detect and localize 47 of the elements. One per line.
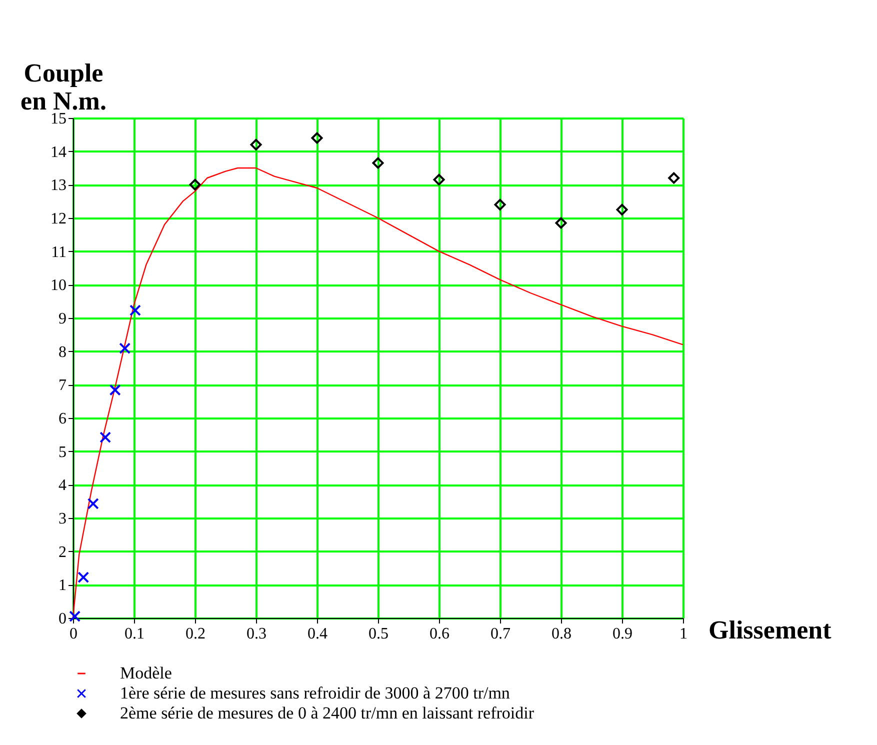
- x-tick-label: 0.5: [368, 626, 388, 642]
- y-tick-label: 9: [58, 310, 66, 328]
- point: [250, 138, 262, 150]
- x-tick-label: 0.1: [124, 626, 144, 642]
- x-tick-label: 0.3: [246, 626, 266, 642]
- y-tick-label: 13: [50, 177, 66, 194]
- legend-label: 1ère série de mesures sans refroidir de 3000 à 2700 tr/mn: [120, 684, 510, 702]
- point: [616, 204, 628, 216]
- y-tick-label: 2: [58, 544, 66, 561]
- y-tick-label: 3: [58, 510, 66, 528]
- point: [433, 174, 445, 186]
- x-tick-label: 0.9: [612, 626, 632, 642]
- y-tick-label: 5: [58, 444, 66, 461]
- y-tick-label: 11: [51, 244, 66, 261]
- y-tick-label: 7: [58, 377, 66, 394]
- point: [668, 172, 680, 184]
- x-tick-label: 1: [680, 626, 688, 642]
- y-tick-label: 15: [50, 110, 66, 128]
- y-tick-label: 10: [50, 277, 66, 294]
- x-tick-label: 0.6: [430, 626, 450, 642]
- point: [129, 304, 141, 316]
- x-tick-label: 0.8: [552, 626, 572, 642]
- point: [78, 572, 90, 584]
- y-tick-label: 4: [58, 477, 66, 494]
- point: [100, 432, 112, 444]
- point: [69, 610, 81, 622]
- legend-label: Modèle: [120, 664, 172, 682]
- x-tick-label: 0.7: [490, 626, 510, 642]
- y-tick-label: 12: [50, 210, 66, 228]
- point: [311, 132, 323, 144]
- point: [109, 384, 121, 396]
- y-tick-label: 1: [58, 577, 66, 594]
- legend-label: 2ème série de mesures de 0 à 2400 tr/mn en laissant refroidir: [120, 704, 534, 722]
- point: [494, 198, 506, 210]
- x-tick-label: 0.4: [308, 626, 328, 642]
- point: [372, 157, 384, 169]
- y-tick-label: 14: [50, 144, 66, 161]
- point: [555, 217, 567, 229]
- point: [189, 178, 201, 190]
- x-axis-title: Glissement: [708, 616, 832, 644]
- y-tick-label: 0: [58, 610, 66, 628]
- point: [119, 342, 131, 354]
- y-tick-label: 6: [58, 410, 66, 428]
- y-tick-label: 8: [58, 344, 66, 361]
- x-tick-label: 0: [70, 626, 78, 642]
- point: [87, 498, 99, 510]
- x-tick-label: 0.2: [186, 626, 206, 642]
